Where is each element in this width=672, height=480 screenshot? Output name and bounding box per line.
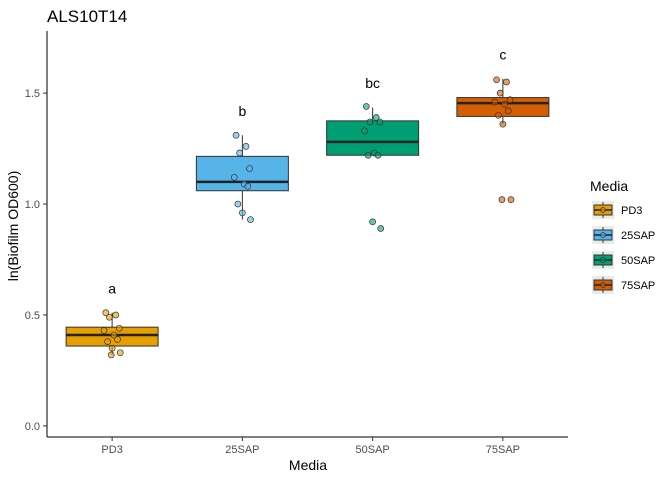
data-point (503, 78, 510, 86)
data-point (376, 118, 384, 126)
data-point (495, 111, 502, 119)
data-point (493, 76, 500, 84)
data-point (244, 182, 252, 190)
legend-key-point (600, 257, 606, 263)
data-point (499, 120, 507, 128)
data-point (242, 143, 250, 150)
data-point (362, 103, 370, 110)
data-point (102, 309, 110, 317)
data-point (504, 107, 512, 115)
x-tick-label: 50SAP (356, 444, 390, 456)
data-point (108, 344, 116, 352)
data-point (114, 336, 121, 343)
x-axis-title: Media (289, 457, 327, 473)
data-point (100, 327, 108, 334)
data-point (246, 165, 253, 172)
data-point (106, 313, 113, 321)
legend-title: Media (590, 178, 628, 194)
legend-label-50SAP: 50SAP (621, 255, 655, 267)
data-point (239, 209, 246, 217)
significance-letter: c (499, 46, 506, 62)
data-point (236, 149, 244, 157)
y-tick-label: 0.5 (25, 310, 40, 322)
y-tick-label: 0.0 (25, 421, 40, 433)
data-point (498, 196, 506, 203)
data-point (104, 338, 111, 345)
box-50SAP (326, 120, 420, 156)
data-point (247, 216, 254, 223)
y-tick-label: 1.5 (25, 88, 40, 100)
data-point (361, 127, 368, 135)
data-point (507, 196, 515, 203)
data-point (366, 118, 374, 126)
legend-label-PD3: PD3 (621, 205, 642, 217)
significance-letter: a (108, 280, 116, 296)
data-point (107, 351, 115, 359)
legend-key-point (600, 232, 606, 238)
data-point (372, 114, 380, 121)
data-point (501, 100, 509, 108)
data-point (110, 331, 118, 339)
significance-letter: bc (365, 75, 380, 91)
data-point (116, 349, 124, 357)
data-point (115, 324, 123, 332)
legend: Media PD3 25SAP 50SAP 75SAP (590, 178, 655, 294)
plot-area: 0.0 0.5 1.0 1.5 PD3 25SAP 50SAP 75SAP a b bc c (25, 31, 568, 456)
data-point (491, 98, 499, 106)
data-point (232, 131, 240, 139)
legend-label-25SAP: 25SAP (621, 230, 655, 242)
x-tick-label: PD3 (101, 444, 122, 456)
data-point (234, 200, 242, 208)
data-point (369, 218, 376, 226)
data-point (374, 151, 382, 159)
chart-title: ALS10T14 (47, 7, 127, 26)
legend-label-75SAP: 75SAP (621, 280, 655, 292)
data-point (496, 89, 504, 97)
data-point (230, 174, 238, 181)
x-tick-label: 75SAP (486, 444, 520, 456)
legend-key-point (600, 282, 606, 288)
data-point (506, 96, 514, 104)
x-tick-label: 25SAP (225, 444, 259, 456)
data-point (112, 311, 120, 319)
y-axis-title: ln(Biofilm OD600) (5, 171, 21, 281)
y-tick-label: 1.0 (25, 199, 40, 211)
data-point (364, 151, 372, 159)
data-point (377, 225, 385, 232)
legend-key-point (600, 207, 606, 213)
significance-letter: b (238, 103, 246, 119)
